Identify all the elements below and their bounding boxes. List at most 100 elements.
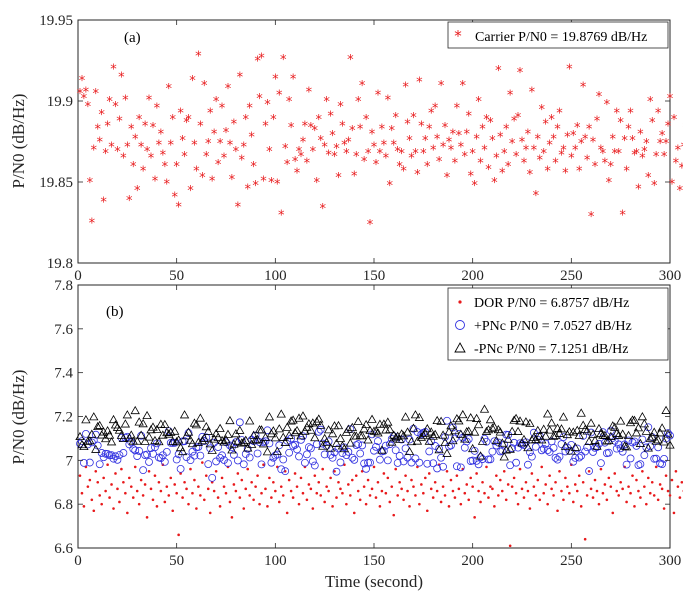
point: * xyxy=(404,118,411,133)
point xyxy=(312,416,322,426)
point xyxy=(95,460,104,469)
point xyxy=(177,446,188,456)
point xyxy=(531,434,541,443)
point xyxy=(408,505,411,508)
point: * xyxy=(383,152,390,167)
point xyxy=(575,489,579,493)
point xyxy=(110,420,121,429)
point xyxy=(186,456,195,465)
point xyxy=(229,439,239,448)
point xyxy=(274,424,284,433)
point: * xyxy=(537,153,544,168)
ylabel-a: P/N0 (dB/Hz) xyxy=(9,94,28,189)
point: * xyxy=(341,139,348,154)
point xyxy=(197,485,200,488)
point xyxy=(104,489,107,493)
point xyxy=(653,435,663,444)
point xyxy=(338,449,347,458)
point: * xyxy=(357,123,364,138)
point xyxy=(277,465,286,474)
point xyxy=(268,426,279,435)
legend-label-pnc-plus: +PNc P/N0 = 7.0527 dB/Hz xyxy=(474,319,632,334)
point: * xyxy=(201,79,208,94)
point xyxy=(635,478,638,482)
point: * xyxy=(187,184,194,199)
point xyxy=(237,438,247,447)
point xyxy=(629,415,640,424)
point xyxy=(258,502,261,506)
point xyxy=(523,442,533,452)
point: * xyxy=(160,148,167,163)
point: * xyxy=(177,106,184,121)
point xyxy=(437,453,445,462)
point: * xyxy=(475,95,482,110)
point xyxy=(515,416,525,425)
point xyxy=(279,455,288,464)
point xyxy=(120,419,131,428)
point xyxy=(185,487,188,491)
point xyxy=(623,430,634,440)
point xyxy=(431,496,435,499)
point xyxy=(504,498,508,502)
point: * xyxy=(203,150,210,165)
point: * xyxy=(531,144,538,159)
point xyxy=(629,491,632,495)
legend-label-carrier: Carrier P/N0 = 19.8769 dB/Hz xyxy=(475,30,647,45)
point xyxy=(551,454,560,462)
point: * xyxy=(582,132,589,147)
point: * xyxy=(533,189,540,204)
point xyxy=(649,427,659,436)
point xyxy=(471,413,482,422)
point xyxy=(159,489,163,493)
x-tick-label: 250 xyxy=(560,553,583,569)
point xyxy=(336,458,345,467)
point xyxy=(632,441,641,450)
point xyxy=(485,465,488,469)
point xyxy=(106,437,117,446)
point xyxy=(652,494,656,497)
xlabel-b: Time (second) xyxy=(325,572,423,591)
point xyxy=(414,412,425,421)
point: * xyxy=(104,119,111,134)
point xyxy=(216,496,220,499)
point: * xyxy=(485,163,492,178)
point xyxy=(316,420,326,429)
point xyxy=(353,416,363,425)
point xyxy=(139,478,143,482)
point xyxy=(576,408,586,417)
point xyxy=(544,483,547,486)
point xyxy=(581,447,590,456)
point xyxy=(624,436,633,445)
point xyxy=(452,462,461,471)
point xyxy=(173,435,184,444)
point xyxy=(615,489,619,493)
point: * xyxy=(554,123,561,138)
point xyxy=(102,426,113,435)
point xyxy=(540,465,544,469)
point: * xyxy=(387,179,394,194)
point: * xyxy=(521,157,528,172)
point xyxy=(423,459,432,468)
point xyxy=(301,491,305,495)
point xyxy=(674,469,678,473)
point: * xyxy=(542,118,549,133)
point xyxy=(370,446,378,455)
point: * xyxy=(235,200,242,215)
point xyxy=(287,478,291,482)
point xyxy=(189,467,192,471)
y-tick-label: 19.8 xyxy=(47,256,73,272)
point xyxy=(455,474,459,477)
point: * xyxy=(169,113,176,128)
point xyxy=(627,485,630,488)
point: * xyxy=(663,137,670,152)
point xyxy=(634,461,643,470)
point xyxy=(579,505,583,508)
point xyxy=(433,480,437,484)
point xyxy=(520,487,524,491)
point: * xyxy=(465,110,472,125)
point xyxy=(512,476,516,480)
point xyxy=(595,489,599,493)
point: * xyxy=(608,160,615,175)
point xyxy=(469,476,472,480)
point xyxy=(383,456,392,465)
